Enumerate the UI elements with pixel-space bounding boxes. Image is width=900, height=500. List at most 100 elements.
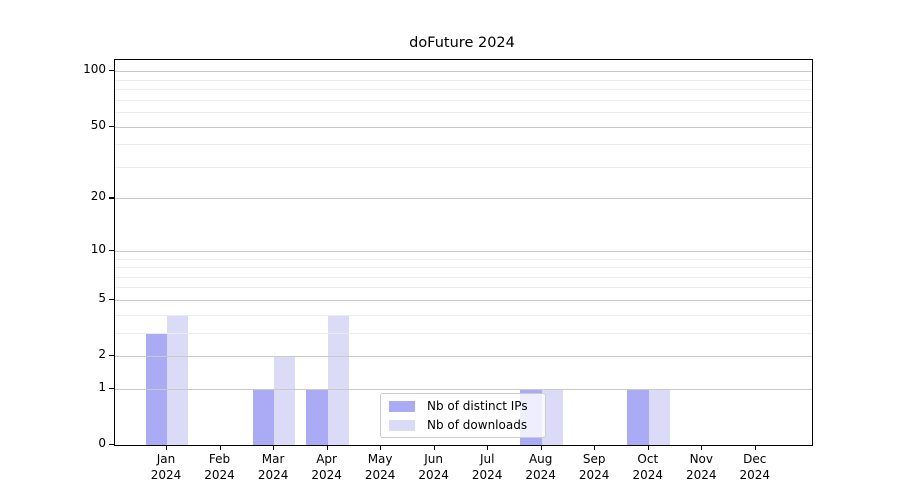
x-tick-label: Nov 2024: [671, 451, 731, 483]
x-tick-year: 2024: [204, 468, 235, 482]
x-tick-mark: [273, 445, 275, 450]
y-tick-label: 0: [98, 436, 106, 450]
x-tick-label: Jul 2024: [457, 451, 517, 483]
x-tick-label: Oct 2024: [618, 451, 678, 483]
x-tick-mark: [487, 445, 489, 450]
x-tick-month: Feb: [208, 452, 231, 466]
y-tick-mark: [109, 298, 114, 301]
y-gridline-minor: [114, 144, 812, 146]
y-tick-mark: [109, 387, 114, 390]
bar-distinct-ips: [252, 388, 275, 445]
x-tick-year: 2024: [364, 468, 396, 482]
bar-downloads: [327, 314, 349, 445]
bar-downloads: [648, 388, 671, 445]
y-tick-mark: [109, 70, 114, 72]
bar-distinct-ips: [306, 388, 328, 445]
x-tick-month: Dec: [743, 452, 767, 466]
y-gridline-minor: [114, 79, 812, 81]
x-tick-mark: [754, 445, 756, 450]
y-gridline-minor: [114, 89, 812, 91]
y-gridline-minor: [114, 314, 812, 316]
x-tick-mark: [540, 445, 542, 450]
x-tick-month: Aug: [528, 452, 553, 466]
bar-downloads: [274, 356, 296, 445]
bar-distinct-ips: [145, 332, 167, 445]
y-gridline-minor: [114, 166, 812, 168]
y-tick-mark: [109, 125, 114, 127]
y-tick-label: 20: [90, 189, 106, 204]
x-tick-mark: [380, 445, 382, 450]
y-gridline-major: [114, 71, 812, 73]
x-tick-year: 2024: [578, 468, 610, 482]
legend-label-distinct-ips: Nb of distinct IPs: [427, 399, 528, 413]
x-tick-year: 2024: [311, 468, 342, 482]
y-tick-label: 50: [90, 117, 106, 132]
x-tick-mark: [433, 445, 435, 450]
y-gridline-major: [114, 250, 812, 252]
legend-item-distinct-ips: Nb of distinct IPs: [389, 398, 537, 414]
x-tick-label: Dec 2024: [725, 451, 785, 483]
bar-downloads: [167, 314, 189, 445]
y-gridline-minor: [114, 258, 812, 260]
x-tick-month: Jan: [156, 452, 176, 466]
y-gridline-minor: [114, 267, 812, 268]
legend: Nb of distinct IPs Nb of downloads: [380, 393, 546, 438]
y-gridline-major: [114, 299, 812, 301]
x-tick-month: Sep: [582, 452, 606, 466]
x-tick-year: 2024: [257, 468, 289, 482]
y-gridline-major: [114, 356, 812, 357]
x-tick-label: Jan 2024: [136, 451, 196, 483]
x-tick-year: 2024: [525, 468, 556, 482]
bar-downloads: [541, 388, 564, 445]
y-gridline-minor: [114, 99, 812, 101]
x-tick-label: Apr 2024: [297, 451, 357, 483]
x-tick-label: Feb 2024: [190, 451, 250, 483]
y-gridline-minor: [114, 332, 812, 334]
x-tick-month: Nov: [689, 452, 713, 466]
x-tick-year: 2024: [150, 468, 182, 482]
legend-swatch-downloads: [389, 419, 415, 431]
y-tick-mark: [109, 355, 114, 357]
y-tick-label: 10: [90, 241, 106, 256]
plot-area: Nb of distinct IPs Nb of downloads: [113, 59, 813, 446]
y-tick-mark: [109, 197, 114, 199]
chart-title: doFuture 2024: [409, 35, 515, 51]
y-tick-mark: [109, 444, 114, 446]
x-tick-mark: [647, 445, 649, 450]
x-tick-month: May: [367, 452, 393, 466]
x-tick-label: Sep 2024: [564, 451, 624, 483]
y-gridline-major: [114, 198, 812, 200]
x-tick-label: Aug 2024: [511, 451, 571, 483]
y-tick-mark: [109, 249, 114, 251]
x-tick-year: 2024: [471, 468, 503, 482]
x-tick-month: Jun: [424, 452, 443, 466]
x-tick-month: Oct: [637, 452, 659, 466]
x-tick-year: 2024: [739, 468, 771, 482]
legend-label-downloads: Nb of downloads: [427, 418, 528, 432]
x-tick-year: 2024: [418, 468, 449, 482]
x-tick-mark: [326, 445, 328, 450]
x-tick-year: 2024: [686, 468, 717, 482]
x-tick-label: May 2024: [350, 451, 410, 483]
bar-distinct-ips: [627, 388, 649, 445]
x-tick-mark: [219, 445, 221, 450]
x-tick-year: 2024: [632, 468, 664, 482]
x-tick-label: Mar 2024: [243, 451, 303, 483]
x-tick-label: Jun 2024: [404, 451, 464, 483]
y-tick-label: 2: [98, 347, 106, 361]
x-tick-mark: [701, 445, 703, 450]
y-gridline-minor: [114, 276, 812, 278]
y-tick-label: 1: [98, 379, 106, 394]
y-gridline-major: [114, 126, 812, 128]
legend-item-downloads: Nb of downloads: [389, 417, 537, 433]
legend-swatch-distinct-ips: [389, 400, 415, 412]
y-tick-label: 5: [98, 290, 106, 305]
y-tick-label: 100: [83, 62, 106, 77]
x-tick-mark: [166, 445, 168, 450]
y-gridline-minor: [114, 287, 812, 289]
x-tick-month: Jul: [479, 452, 495, 466]
x-tick-month: Apr: [316, 452, 337, 466]
y-gridline-minor: [114, 112, 812, 114]
y-gridline-major: [114, 388, 812, 390]
